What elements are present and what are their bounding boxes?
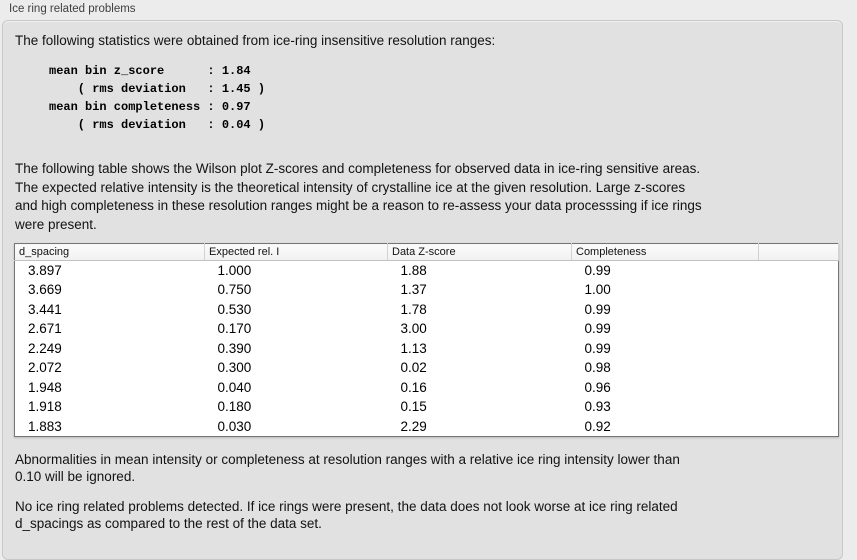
cell-empty bbox=[759, 300, 839, 320]
cell-data-z-score: 1.37 bbox=[400, 282, 427, 298]
cell-completeness: 0.96 bbox=[584, 379, 611, 395]
cell-empty bbox=[759, 397, 839, 417]
cell-empty bbox=[759, 358, 839, 378]
cell-expected-rel-i: 0.390 bbox=[217, 340, 252, 356]
column-header-empty[interactable] bbox=[758, 243, 839, 261]
cell-completeness: 0.98 bbox=[584, 360, 611, 376]
cell-completeness: 0.99 bbox=[584, 321, 611, 337]
column-header-d-spacing[interactable]: d_spacing bbox=[14, 243, 205, 261]
cell-expected-rel-i: 0.530 bbox=[217, 301, 252, 317]
cell-d-spacing: 3.441 bbox=[28, 301, 62, 317]
cell-d-spacing: 3.897 bbox=[28, 263, 62, 278]
cell-d-spacing: 2.249 bbox=[28, 340, 62, 356]
cell-expected-rel-i: 1.000 bbox=[217, 263, 252, 278]
cell-completeness: 0.92 bbox=[584, 418, 611, 434]
table-header-row: d_spacing Expected rel. I Data Z-score C… bbox=[14, 243, 839, 261]
cell-data-z-score: 3.00 bbox=[400, 321, 427, 337]
cell-completeness: 0.99 bbox=[584, 301, 611, 317]
cell-completeness: 0.99 bbox=[584, 340, 611, 356]
table-description-text: The following table shows the Wilson plo… bbox=[15, 161, 702, 232]
column-header-expected-rel-i[interactable]: Expected rel. I bbox=[204, 243, 388, 261]
stats-intro-text: The following statistics were obtained f… bbox=[15, 33, 496, 48]
cell-data-z-score: 1.78 bbox=[400, 301, 427, 317]
table-row[interactable]: 1.883 0.030 2.29 0.92 bbox=[15, 417, 839, 437]
cell-data-z-score: 0.02 bbox=[400, 360, 427, 376]
table-body: 3.897 1.000 1.88 0.99 3.669 0.750 1.37 1… bbox=[15, 261, 839, 437]
cell-expected-rel-i: 0.180 bbox=[217, 399, 252, 415]
table-row[interactable]: 2.072 0.300 0.02 0.98 bbox=[15, 358, 839, 378]
abnormalities-note-text: Abnormalities in mean intensity or compl… bbox=[15, 451, 680, 485]
cell-expected-rel-i: 0.030 bbox=[217, 418, 252, 434]
table-row[interactable]: 2.671 0.170 3.00 0.99 bbox=[15, 319, 839, 339]
cell-expected-rel-i: 0.300 bbox=[217, 360, 252, 376]
cell-d-spacing: 1.883 bbox=[28, 418, 62, 434]
table-row[interactable]: 3.669 0.750 1.37 1.00 bbox=[15, 280, 839, 300]
table-row[interactable]: 3.897 1.000 1.88 0.99 bbox=[15, 261, 839, 281]
cell-expected-rel-i: 0.170 bbox=[217, 321, 252, 337]
cell-empty bbox=[759, 319, 839, 339]
cell-expected-rel-i: 0.750 bbox=[217, 282, 252, 298]
cell-d-spacing: 2.072 bbox=[28, 360, 62, 376]
cell-d-spacing: 2.671 bbox=[28, 321, 62, 337]
cell-completeness: 0.99 bbox=[584, 263, 611, 278]
cell-d-spacing: 1.948 bbox=[28, 379, 62, 395]
cell-data-z-score: 0.15 bbox=[400, 399, 427, 415]
cell-completeness: 1.00 bbox=[584, 282, 611, 298]
table-row[interactable]: 3.441 0.530 1.78 0.99 bbox=[15, 300, 839, 320]
column-header-completeness[interactable]: Completeness bbox=[571, 243, 759, 261]
cell-empty bbox=[759, 261, 839, 281]
cell-data-z-score: 1.13 bbox=[400, 340, 427, 356]
cell-empty bbox=[759, 280, 839, 300]
cell-empty bbox=[759, 378, 839, 398]
column-header-data-z-score[interactable]: Data Z-score bbox=[387, 243, 572, 261]
ice-ring-groupbox: The following statistics were obtained f… bbox=[2, 20, 843, 560]
cell-expected-rel-i: 0.040 bbox=[217, 379, 252, 395]
stats-summary-block: mean bin z_score : 1.84 ( rms deviation … bbox=[49, 64, 266, 132]
table-row[interactable]: 1.918 0.180 0.15 0.93 bbox=[15, 397, 839, 417]
cell-data-z-score: 1.88 bbox=[400, 263, 427, 278]
cell-d-spacing: 1.918 bbox=[28, 399, 62, 415]
cell-empty bbox=[759, 339, 839, 359]
cell-empty bbox=[759, 417, 839, 437]
table-row[interactable]: 2.249 0.390 1.13 0.99 bbox=[15, 339, 839, 359]
cell-data-z-score: 0.16 bbox=[400, 379, 427, 395]
panel-title: Ice ring related problems bbox=[9, 3, 136, 15]
ice-ring-table: d_spacing Expected rel. I Data Z-score C… bbox=[14, 243, 839, 437]
table-header: d_spacing Expected rel. I Data Z-score C… bbox=[14, 243, 839, 261]
cell-data-z-score: 2.29 bbox=[400, 418, 427, 434]
conclusion-text: No ice ring related problems detected. I… bbox=[15, 498, 678, 532]
cell-d-spacing: 3.669 bbox=[28, 282, 62, 298]
table-row[interactable]: 1.948 0.040 0.16 0.96 bbox=[15, 378, 839, 398]
cell-completeness: 0.93 bbox=[584, 399, 611, 415]
